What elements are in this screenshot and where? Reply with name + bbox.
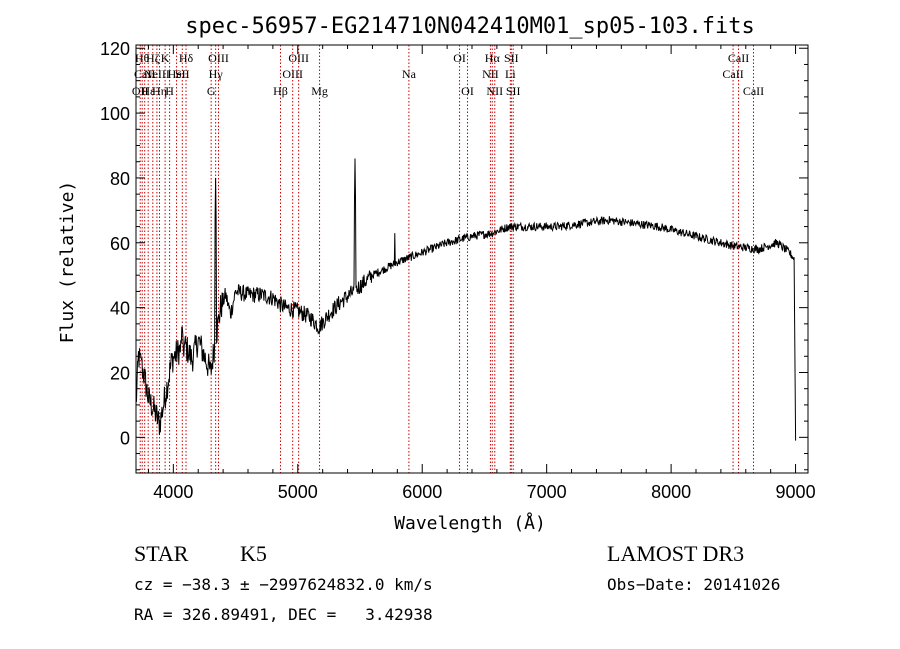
x-tick-label: 5000	[278, 482, 318, 502]
object-subclass: K5	[240, 541, 267, 566]
y-tick-label: 40	[110, 299, 130, 319]
line-marker-label: CaII	[134, 67, 155, 81]
line-marker-label: Hζ	[146, 51, 160, 65]
coordinates-line: RA = 326.89491, DEC = 3.42938	[134, 605, 433, 624]
line-marker-label: Na	[402, 67, 417, 81]
line-marker-label: OI	[453, 51, 466, 65]
line-marker-label: OIII	[282, 67, 303, 81]
y-tick-label: 60	[110, 234, 130, 254]
line-marker-label: K	[161, 51, 170, 65]
x-tick-label: 9000	[776, 482, 816, 502]
line-marker-label: SII	[506, 84, 521, 98]
line-marker-label: CaII	[728, 51, 749, 65]
x-tick-label: 7000	[527, 482, 567, 502]
line-marker-label: G	[207, 84, 216, 98]
line-marker-label: Mg	[311, 84, 328, 98]
line-marker-label: OI	[461, 84, 474, 98]
line-marker-label: Hγ	[209, 67, 224, 81]
observation-date: Obs−Date: 20141026	[607, 575, 780, 594]
line-marker-label: Li	[505, 67, 516, 81]
line-marker-labels: OIIHθCaIIHεHζNeIIIHηKHHeISIIHδGHγOIIIHβO…	[132, 51, 764, 98]
plot-frame	[135, 44, 809, 474]
y-axis-ticks: 0 20 40 60 80 100 120	[100, 39, 808, 471]
survey-name: LAMOST DR3	[607, 541, 744, 566]
x-tick-label: 4000	[153, 482, 193, 502]
spectrum-line	[135, 158, 797, 441]
line-marker-label: Hε	[141, 84, 155, 98]
line-marker-label: Hδ	[179, 51, 194, 65]
y-tick-label: 0	[120, 428, 130, 448]
x-tick-label: 6000	[402, 482, 442, 502]
line-marker-label: CaII	[743, 84, 764, 98]
line-marker-label: HeI	[168, 67, 186, 81]
x-axis-label: Wavelength (Å)	[394, 512, 546, 534]
line-marker-label: Hβ	[273, 84, 288, 98]
line-marker-label: OIII	[288, 51, 309, 65]
line-marker-label: NII	[486, 84, 503, 98]
line-marker-label: NeIII	[144, 67, 170, 81]
y-tick-label: 100	[100, 104, 130, 124]
line-marker-label: Hα	[485, 51, 501, 65]
x-axis-ticks: 4000 5000 6000 7000 8000 9000	[147, 45, 816, 502]
y-tick-label: 120	[100, 39, 130, 59]
line-marker-label: SII	[175, 67, 190, 81]
line-marker-label: OIII	[208, 51, 229, 65]
chart-title: spec-56957-EG214710N042410M01_sp05-103.f…	[185, 14, 755, 39]
line-marker-label: H	[165, 84, 174, 98]
line-marker-label: NII	[482, 67, 499, 81]
x-tick-label: 8000	[651, 482, 691, 502]
line-marker-label: Hθ	[135, 51, 150, 65]
line-markers	[139, 45, 754, 473]
y-axis-label: Flux (relative)	[57, 181, 78, 344]
y-tick-label: 20	[110, 363, 130, 383]
line-marker-label: CaII	[722, 67, 743, 81]
object-type: STAR	[134, 541, 189, 566]
y-tick-label: 80	[110, 169, 130, 189]
line-marker-label: Hη	[152, 84, 167, 98]
redshift-line: cz = −38.3 ± −2997624832.0 km/s	[134, 575, 433, 594]
line-marker-label: SII	[504, 51, 519, 65]
